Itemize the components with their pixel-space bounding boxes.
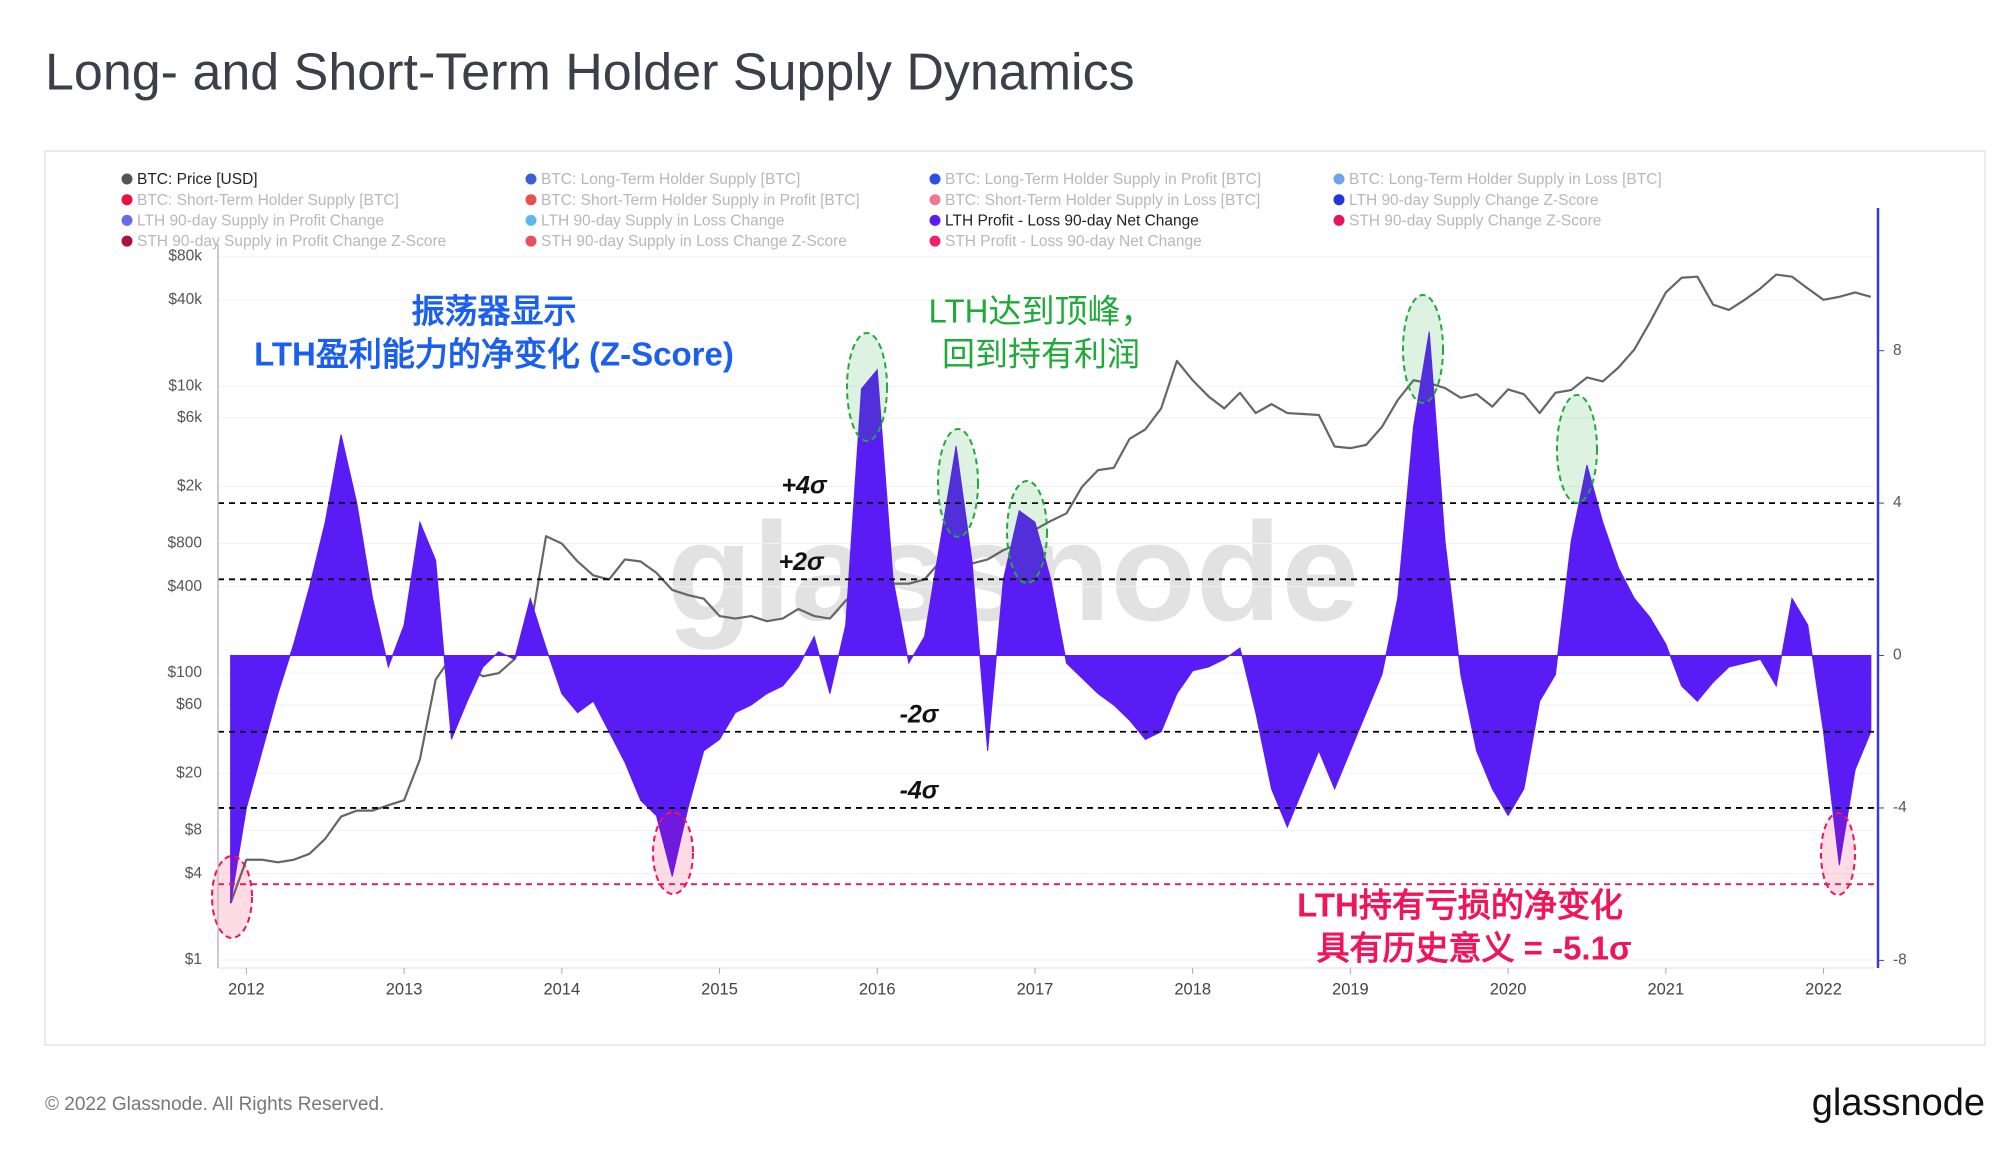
annotation-text: LTH盈利能力的净变化 (Z-Score) (254, 336, 734, 373)
x-tick-label: 2018 (1174, 980, 1211, 998)
highlight-ellipse (652, 811, 694, 895)
x-tick-label: 2019 (1332, 980, 1369, 998)
legend-marker (525, 194, 537, 206)
reference-label: -2σ (900, 700, 940, 728)
x-tick-label: 2015 (701, 980, 738, 998)
highlights (211, 294, 1856, 939)
annotation-text: LTH达到顶峰， (929, 293, 1154, 330)
legend-marker (929, 235, 941, 247)
y-tick-label: $10k (168, 377, 202, 394)
x-tick-label: 2013 (386, 980, 423, 998)
legend-label: STH 90-day Supply Change Z-Score (1349, 212, 1601, 229)
legend-marker (121, 173, 133, 185)
legend-marker (929, 173, 941, 185)
annotation-text: 振荡器显示 (412, 293, 577, 330)
y-tick-label: $20 (176, 764, 202, 781)
legend-marker (121, 194, 133, 206)
y-tick-label: $40k (168, 291, 202, 308)
legend-marker (121, 214, 133, 226)
y2-tick-label: 8 (1893, 342, 1902, 359)
chart-title: Long- and Short-Term Holder Supply Dynam… (45, 44, 1135, 102)
legend-label: BTC: Short-Term Holder Supply in Loss [B… (945, 192, 1260, 209)
legend-label: BTC: Long-Term Holder Supply in Profit [… (945, 171, 1261, 188)
annotation-text: 回到持有利润 (942, 336, 1140, 373)
y2-tick-label: -8 (1893, 951, 1907, 968)
legend-label: STH 90-day Supply in Profit Change Z-Sco… (137, 233, 446, 250)
legend-marker (1333, 214, 1345, 226)
legend-label: BTC: Long-Term Holder Supply [BTC] (541, 171, 800, 188)
x-tick-label: 2012 (228, 980, 265, 998)
chart-frame (44, 150, 1986, 1046)
reference-label: +4σ (781, 472, 828, 500)
y-tick-label: $8 (185, 822, 202, 839)
legend-label: LTH Profit - Loss 90-day Net Change (945, 212, 1199, 229)
y-tick-label: $800 (168, 535, 203, 552)
legend-marker (525, 173, 537, 185)
x-tick-label: 2020 (1490, 980, 1527, 998)
y2-tick-label: 0 (1893, 647, 1902, 664)
legend-label: BTC: Long-Term Holder Supply in Loss [BT… (1349, 171, 1662, 188)
y-tick-label: $4 (185, 865, 203, 882)
plot-layer (218, 256, 1874, 961)
highlight-ellipse (1006, 480, 1048, 584)
price-line (229, 273, 1872, 904)
legend-label: BTC: Price [USD] (137, 171, 258, 188)
legend-label: BTC: Short-Term Holder Supply [BTC] (137, 192, 399, 209)
annotation-text: 具有历史意义 = -5.1σ (1316, 930, 1631, 967)
legend-marker (525, 235, 537, 247)
legend-marker (1333, 194, 1345, 206)
y2-tick-label: -4 (1893, 799, 1907, 816)
x-tick-label: 2022 (1805, 980, 1842, 998)
copyright: © 2022 Glassnode. All Rights Reserved. (45, 1094, 384, 1115)
highlight-ellipse (1820, 812, 1856, 896)
y-tick-label: $1 (185, 951, 202, 968)
y-tick-label: $60 (176, 696, 202, 713)
y-tick-label: $2k (177, 478, 202, 495)
legend-marker (929, 214, 941, 226)
y-tick-label: $80k (168, 248, 202, 265)
x-tick-label: 2021 (1647, 980, 1684, 998)
x-tick-label: 2016 (859, 980, 896, 998)
y-tick-label: $6k (177, 409, 202, 426)
legend-label: STH 90-day Supply in Loss Change Z-Score (541, 233, 847, 250)
legend-label: LTH 90-day Supply in Loss Change (541, 212, 785, 229)
highlight-ellipse (937, 428, 979, 538)
legend-label: BTC: Short-Term Holder Supply in Profit … (541, 192, 860, 209)
reference-label: -4σ (900, 777, 940, 805)
highlight-ellipse (846, 332, 888, 442)
legend-marker (929, 194, 941, 206)
x-tick-label: 2014 (543, 980, 580, 998)
legend-marker (525, 214, 537, 226)
net-change-area (230, 331, 1872, 904)
legend-label: LTH 90-day Supply in Profit Change (137, 212, 384, 229)
highlight-ellipse (1556, 394, 1598, 504)
y2-tick-label: 4 (1893, 494, 1902, 511)
annotation-text: LTH持有亏损的净变化 (1297, 887, 1623, 924)
legend-label: LTH 90-day Supply Change Z-Score (1349, 192, 1599, 209)
y-tick-label: $100 (168, 664, 203, 681)
highlight-ellipse (1402, 294, 1444, 404)
x-tick-label: 2017 (1017, 980, 1054, 998)
reference-label: +2σ (778, 548, 825, 576)
logo: glassnode (1812, 1082, 1985, 1124)
highlight-ellipse (211, 855, 253, 939)
legend-marker (1333, 173, 1345, 185)
legend-label: STH Profit - Loss 90-day Net Change (945, 233, 1202, 250)
y-tick-label: $400 (168, 578, 203, 595)
legend-marker (121, 235, 133, 247)
